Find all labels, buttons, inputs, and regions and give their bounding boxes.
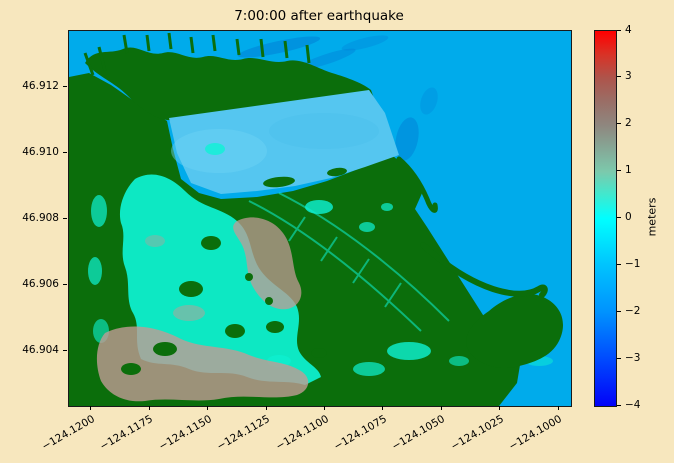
y-tick-label: 46.906 (22, 277, 59, 290)
colorbar-tick-mark (617, 29, 621, 31)
x-tick-mark (265, 406, 267, 410)
y-tick-mark (63, 217, 67, 219)
colorbar-tick-label: 4 (625, 23, 632, 36)
x-tick-label: −124.1100 (273, 413, 331, 453)
colorbar-tick-mark (617, 76, 621, 78)
basin-shade (269, 113, 379, 149)
colorbar-tick-label: 0 (625, 211, 632, 223)
jetties (396, 156, 548, 298)
plot-title: 7:00:00 after earthquake (234, 8, 404, 24)
x-tick-mark (90, 406, 92, 410)
colorbar-tick-mark (617, 217, 621, 218)
colorbar-tick-mark (617, 357, 621, 359)
x-tick-mark (557, 406, 559, 410)
colorbar-tick-mark (617, 170, 621, 172)
x-tick-label: −124.1000 (507, 413, 565, 453)
flooded-streets (248, 192, 450, 332)
map-plot-area[interactable] (68, 30, 572, 407)
x-tick-label: −124.1075 (331, 413, 389, 453)
colorbar-units-label: meters (645, 197, 659, 237)
y-tick-label: 46.904 (22, 343, 59, 356)
colorbar-tick-label: 1 (625, 164, 632, 177)
y-tick-mark (63, 283, 67, 285)
land-patches (121, 167, 347, 375)
x-tick-label: −124.1200 (39, 413, 97, 453)
colorbar[interactable] (594, 30, 617, 407)
deep-water-streaks (237, 35, 438, 161)
y-tick-label: 46.912 (22, 79, 59, 92)
x-tick-mark (148, 406, 150, 410)
x-tick-label: −124.1150 (156, 413, 214, 453)
x-tick-label: −124.1025 (448, 413, 506, 453)
colorbar-tick-mark (617, 310, 621, 312)
piers (83, 32, 311, 76)
colorbar-tick-label: −2 (625, 304, 641, 317)
x-tick-label: −124.1125 (215, 413, 273, 453)
colorbar-tick-label: 2 (625, 117, 632, 130)
x-tick-mark (207, 406, 209, 410)
colorbar-tick-label: 3 (625, 70, 632, 83)
x-tick-mark (499, 406, 501, 410)
south-point-region (466, 294, 563, 369)
y-tick-mark (63, 151, 67, 153)
colorbar-tick-label: −4 (625, 398, 641, 411)
map-canvas (69, 31, 571, 406)
x-tick-mark (323, 406, 325, 410)
colorbar-tick-mark (617, 263, 621, 265)
y-tick-label: 46.910 (22, 145, 59, 158)
colorbar-tick-mark (617, 123, 621, 125)
x-tick-mark (382, 406, 384, 410)
y-tick-label: 46.908 (22, 211, 59, 224)
colorbar-tick-mark (617, 404, 621, 406)
colorbar-tick-label: −3 (625, 351, 641, 364)
y-tick-mark (63, 349, 67, 351)
x-tick-mark (440, 406, 442, 410)
y-tick-mark (63, 85, 67, 87)
x-tick-label: −124.1050 (390, 413, 448, 453)
colorbar-tick-label: −1 (625, 257, 641, 270)
y-axis-ticks: 46.912 46.910 46.908 46.906 46.904 (0, 30, 68, 405)
x-tick-label: −124.1175 (98, 413, 156, 453)
high-ground-patches (96, 217, 309, 402)
colorbar-ticks: 4 3 2 1 0 −1 −2 −3 −4 (617, 24, 674, 411)
